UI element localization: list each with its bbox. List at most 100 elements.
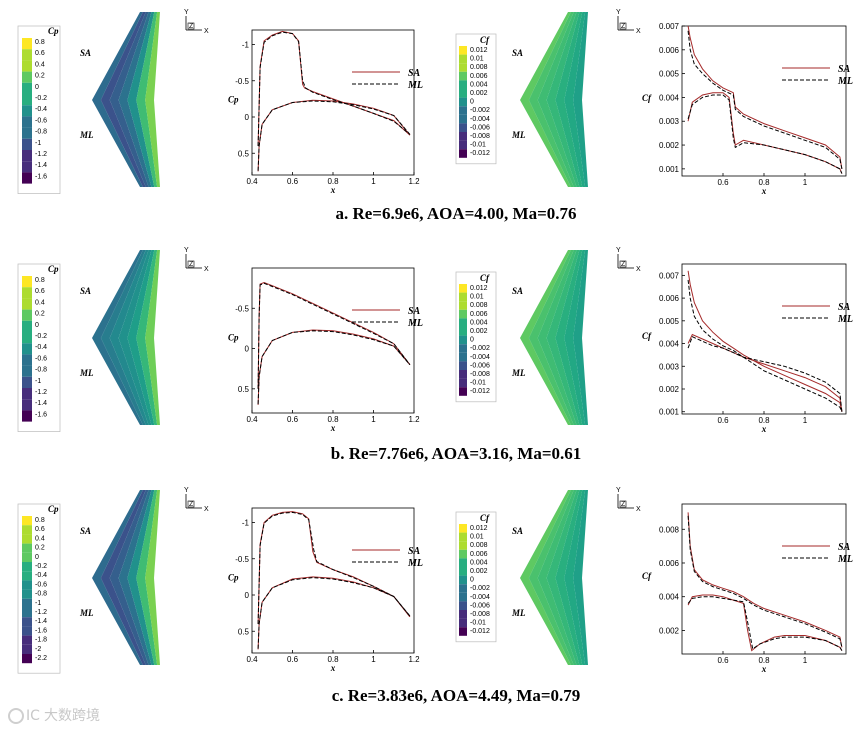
cf-colorbar-swatch (459, 54, 467, 64)
wing-contour-band (109, 250, 149, 425)
cp-colorbar-tick: -1 (35, 140, 41, 147)
cp-colorbar-swatch (22, 562, 32, 572)
cp_plot-xtick-label: 0.4 (246, 415, 258, 424)
cp-colorbar-tick: 0.4 (35, 61, 45, 68)
wing-label-ml: ML (79, 368, 94, 378)
cf_plot-plot-frame (681, 503, 847, 655)
cp-colorbar-tick: 0.6 (35, 526, 45, 533)
cf-colorbar-tick: -0.01 (470, 380, 486, 387)
cf-colorbar-swatch (459, 344, 467, 353)
cf_plot-xtick-label: 0.6 (717, 656, 729, 665)
wing-contour-band (546, 490, 580, 665)
cf-colorbar-swatch (459, 132, 467, 141)
cp-colorbar-swatch (22, 589, 32, 599)
cp-colorbar-swatch (22, 332, 32, 344)
cf-wing-contour (520, 12, 588, 187)
cp_plot-ytick-label: -0.5 (235, 304, 249, 313)
cf-colorbar-swatch (459, 89, 467, 98)
cf-colorbar-tick: -0.002 (470, 345, 490, 352)
cp-colorbar-swatch (22, 525, 32, 535)
cp_plot-xtick-label: 0.8 (327, 415, 339, 424)
cf-colorbar-swatch (459, 140, 467, 150)
cp-colorbar-title: Cp (48, 26, 59, 36)
cp-wing-contour (92, 490, 160, 665)
cf-colorbar-tick: 0.008 (470, 302, 488, 309)
cp-colorbar-tick: 0 (35, 322, 39, 329)
cp-colorbar-tick: -1.6 (35, 627, 47, 634)
cp-wing-contour (92, 250, 160, 425)
cp-colorbar-tick: 0.2 (35, 311, 45, 318)
cp-colorbar-swatch (22, 82, 32, 94)
cf-colorbar-tick: 0.002 (470, 90, 488, 97)
cf-colorbar-tick: -0.008 (470, 611, 490, 618)
cp-colorbar-tick: -0.4 (35, 344, 47, 351)
wing-contour-band (564, 250, 586, 425)
cf_plot-legend-label-sa: SA (838, 302, 851, 313)
cp-colorbar-swatch (22, 543, 32, 553)
cp-colorbar-tick: 0.6 (35, 50, 45, 57)
cf-colorbar-tick: 0.004 (470, 559, 488, 566)
cp_plot-series-ml (257, 577, 411, 649)
cf-colorbar-tick: -0.002 (470, 585, 490, 592)
cp_plot-ylabel: Cp (228, 95, 239, 105)
cp_plot-series-ml (257, 100, 411, 171)
cp_plot-xtick-label: 0.6 (287, 415, 299, 424)
cp-colorbar-tick: 0 (35, 554, 39, 561)
cp_plot-xtick-label: 0.8 (327, 177, 339, 186)
cf-wing-contour (520, 490, 588, 665)
cp-colorbar-tick: -1.4 (35, 400, 47, 407)
triad2-y-label: Y (616, 9, 621, 16)
cp_plot-xtick-label: 1.2 (408, 655, 420, 664)
cp-colorbar-swatch (22, 172, 32, 184)
cf-colorbar-tick: 0.012 (470, 285, 488, 292)
cf_plot-ytick-label: 0.003 (659, 117, 680, 126)
cf-colorbar-tick: 0.012 (470, 525, 488, 532)
cf_plot-xtick-label: 1 (803, 416, 808, 425)
watermark: IC 大数跨境 (8, 708, 100, 724)
wing-label-sa: SA (80, 286, 91, 296)
wing-contour-band (127, 12, 155, 187)
wing-label-sa: SA (80, 48, 91, 58)
triad-x-label: X (204, 506, 209, 513)
wing-contour-band (145, 250, 160, 425)
wing-contour-band (546, 250, 580, 425)
cf_plot-xtick-label: 0.8 (758, 416, 770, 425)
cp-colorbar-tick: -0.4 (35, 106, 47, 113)
cf-colorbar-swatch (459, 352, 467, 362)
cf-colorbar-swatch (459, 71, 467, 81)
cf_plot-xtick-label: 1 (803, 656, 808, 665)
cf-colorbar-tick: -0.012 (470, 388, 490, 395)
cf-colorbar-tick: 0.01 (470, 294, 484, 301)
cf-colorbar-tick: 0.01 (470, 56, 484, 63)
wing-contour-band (100, 490, 146, 665)
wing-contour-band (136, 12, 158, 187)
cp-colorbar-swatch (22, 534, 32, 544)
cf-colorbar-tick: 0.006 (470, 311, 488, 318)
wing-contour-band (537, 490, 577, 665)
cf-colorbar-swatch (459, 378, 467, 388)
triad2-y-label: Y (616, 247, 621, 254)
triad2-x-label: X (636, 28, 641, 35)
cf_plot-series-ml (687, 596, 843, 651)
cf_plot-xtick-label: 0.8 (758, 656, 770, 665)
triad2-x-label: X (636, 506, 641, 513)
cf-wing-contour (520, 250, 588, 425)
cf-colorbar-swatch (459, 80, 467, 89)
cp_plot-ytick-label: 0.5 (238, 627, 250, 636)
cp_plot-legend-label-ml: ML (407, 80, 423, 91)
wing-contour-band (145, 490, 160, 665)
cp-colorbar-swatch (22, 127, 32, 139)
cp-colorbar-tick: -1.8 (35, 637, 47, 644)
cf_plot-ytick-label: 0.003 (659, 362, 680, 371)
cp-colorbar-swatch (22, 161, 32, 173)
cf-colorbar-swatch (459, 370, 467, 379)
cf-colorbar-tick: 0.002 (470, 568, 488, 575)
cf-colorbar-swatch (459, 567, 467, 576)
cf-colorbar-swatch (459, 592, 467, 602)
cp-colorbar-tick: -0.2 (35, 563, 47, 570)
cf-wing-label-ml: ML (511, 608, 526, 618)
panel-b: Cp0.80.60.40.20-0.2-0.4-0.6-0.8-1-1.2-1.… (17, 247, 853, 463)
cf_plot-series-sa (687, 92, 843, 174)
